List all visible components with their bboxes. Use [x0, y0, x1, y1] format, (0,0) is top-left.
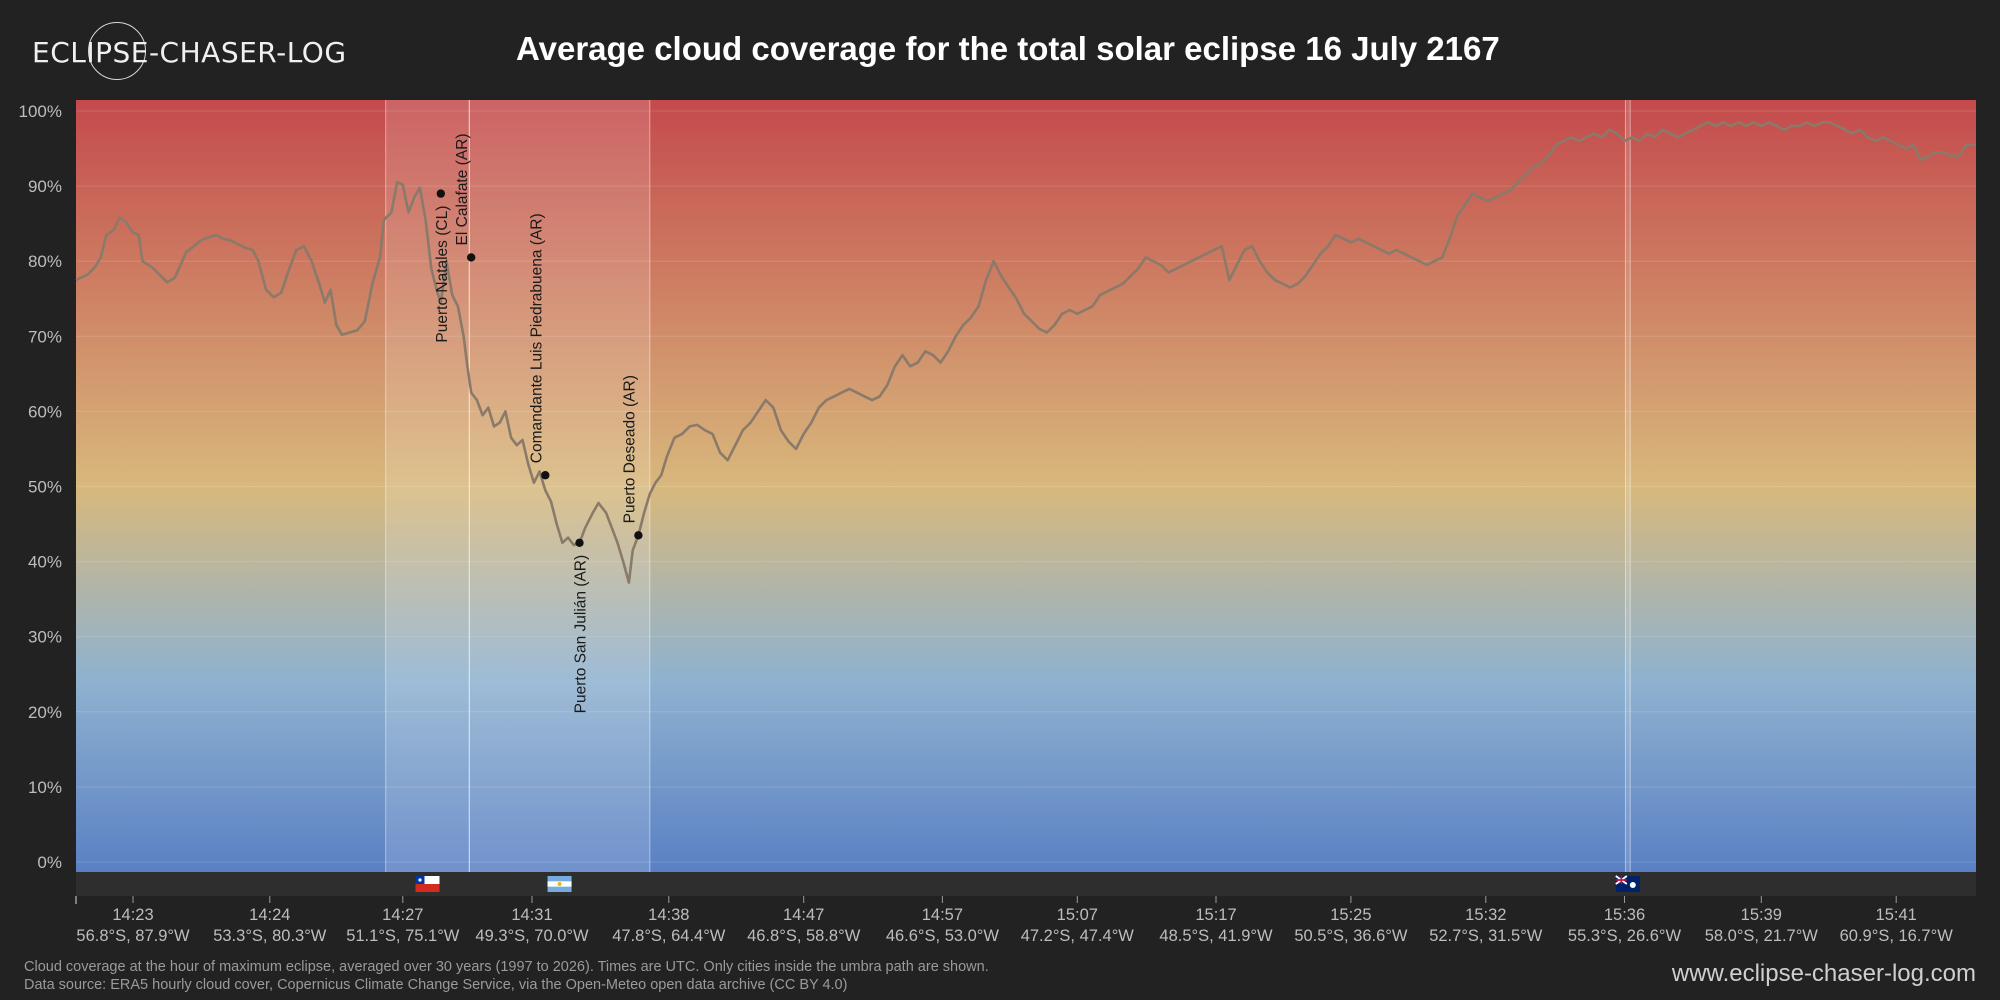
logo-text: ECLIPSE-CHASER-LOG	[32, 36, 347, 69]
flag-band	[415, 876, 440, 884]
city-marker	[575, 538, 584, 548]
y-tick-label: 60%	[28, 402, 62, 421]
x-tick-time: 14:24	[249, 906, 290, 924]
y-tick-label: 90%	[28, 177, 62, 196]
y-tick-label: 20%	[28, 703, 62, 722]
x-tick-coord: 52.7°S, 31.5°W	[1429, 927, 1543, 945]
city-label: Comandante Luis Piedrabuena (AR)	[528, 213, 545, 463]
city-label: Puerto Natales (CL)	[434, 206, 451, 343]
flag-band	[415, 884, 440, 892]
footnote: Cloud coverage at the hour of maximum ec…	[24, 958, 989, 994]
falkland-flag	[1615, 875, 1640, 892]
x-tick-time: 15:41	[1876, 906, 1917, 924]
x-tick-coord: 55.3°S, 26.6°W	[1568, 927, 1682, 945]
flag-crest	[1629, 882, 1636, 888]
city-label: El Calafate (AR)	[454, 133, 471, 245]
x-tick-time: 14:47	[783, 906, 824, 924]
x-tick-coord: 51.1°S, 75.1°W	[346, 927, 460, 945]
y-axis: 0% 10% 20% 30% 40% 50% 60% 70% 80% 90% 100%	[19, 102, 62, 872]
region-argentina	[469, 100, 650, 896]
flag-layer	[415, 875, 1640, 892]
x-tick-coord: 60.9°S, 16.7°W	[1840, 927, 1954, 945]
chart-title: Average cloud coverage for the total sol…	[516, 30, 1500, 67]
flag-strip	[76, 872, 1976, 896]
city-marker	[436, 189, 445, 198]
x-tick-coord: 46.8°S, 58.8°W	[747, 927, 861, 945]
cloud-cover-line	[75, 121, 1976, 584]
y-tick-label: 40%	[28, 553, 62, 572]
x-tick-coord: 47.2°S, 47.4°W	[1021, 927, 1135, 945]
x-axis: 14:23 56.8°S, 87.9°W 14:24 53.3°S, 80.3°W 14…	[75, 896, 1954, 945]
y-tick-label: 50%	[28, 478, 62, 497]
x-tick-coord: 50.5°S, 36.6°W	[1294, 927, 1408, 945]
x-tick-time: 15:25	[1330, 906, 1371, 924]
flag-sun	[557, 882, 562, 886]
y-tick-label: 70%	[28, 327, 62, 346]
y-tick-label: 100%	[19, 102, 62, 121]
x-tick-coord: 56.8°S, 87.9°W	[76, 927, 190, 945]
chart: 0% 10% 20% 30% 40% 50% 60% 70% 80% 90% 100% 14:23 5…	[19, 100, 1976, 945]
x-tick-time: 14:57	[922, 906, 963, 924]
x-tick-time: 15:32	[1465, 906, 1506, 924]
flag-star	[418, 878, 422, 882]
city-marker	[541, 471, 550, 480]
y-tick-label: 0%	[37, 853, 62, 872]
city-marker	[634, 531, 643, 540]
x-tick-time: 14:38	[648, 906, 689, 924]
y-tick-label: 80%	[28, 252, 62, 271]
x-tick-coord: 47.8°S, 64.4°W	[612, 927, 726, 945]
x-tick-coord: 48.5°S, 41.9°W	[1159, 927, 1273, 945]
x-tick-time: 15:17	[1195, 906, 1236, 924]
x-tick-time: 15:07	[1057, 906, 1098, 924]
plot-background	[76, 100, 1976, 872]
region-falkland	[1625, 100, 1631, 896]
gridlines	[76, 110, 1976, 863]
x-tick-time: 15:36	[1604, 906, 1645, 924]
x-tick-time: 14:31	[511, 906, 552, 924]
x-tick-time: 14:23	[112, 906, 153, 924]
city-label: Puerto San Julián (AR)	[573, 555, 590, 714]
city-annotations: Puerto Natales (CL)El Calafate (AR) Coman…	[434, 133, 643, 713]
x-tick-coord: 46.6°S, 53.0°W	[886, 927, 1000, 945]
x-tick-time: 15:39	[1741, 906, 1782, 924]
argentina-flag	[547, 876, 572, 892]
x-tick-time: 14:27	[382, 906, 423, 924]
x-tick-coord: 58.0°S, 21.7°W	[1705, 927, 1819, 945]
logo-ring-icon	[88, 22, 146, 80]
footnote-line-2: Data source: ERA5 hourly cloud cover, Co…	[24, 977, 848, 993]
x-tick-coord: 49.3°S, 70.0°W	[475, 927, 589, 945]
chile-flag	[415, 876, 440, 892]
country-regions	[385, 100, 1631, 896]
city-label: Puerto Deseado (AR)	[621, 375, 638, 523]
y-tick-label: 10%	[28, 778, 62, 797]
logo: ECLIPSE-CHASER-LOG	[32, 22, 346, 82]
footnote-line-1: Cloud coverage at the hour of maximum ec…	[24, 959, 989, 975]
website-link[interactable]: www.eclipse-chaser-log.com	[1671, 960, 1976, 987]
y-tick-label: 30%	[28, 628, 62, 647]
x-tick-coord: 53.3°S, 80.3°W	[213, 927, 327, 945]
city-marker	[467, 253, 476, 262]
